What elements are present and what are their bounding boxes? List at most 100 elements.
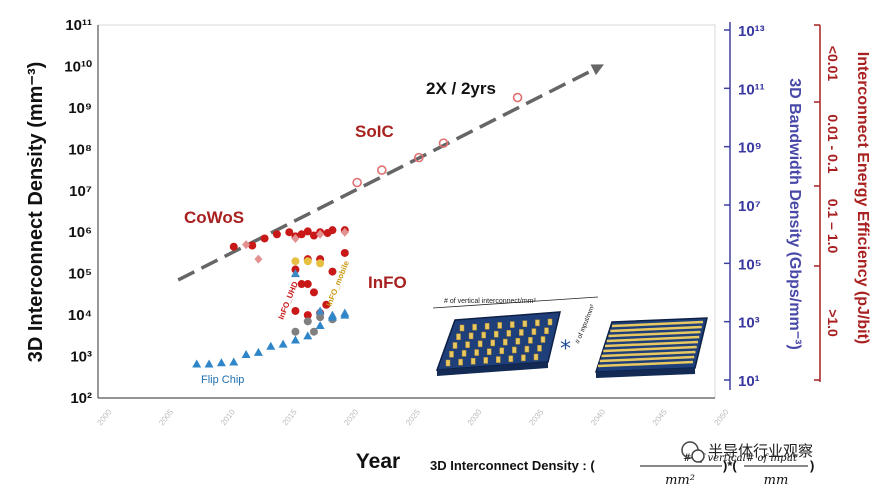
y-axis-title: 3D Interconnect Density (mm⁻³) (25, 62, 47, 363)
x-tick-label: 2015 (281, 407, 299, 427)
data-point (229, 242, 238, 251)
interconnect-dot (465, 341, 470, 348)
x-tick-label: 2040 (589, 407, 607, 427)
y3-tick-label: 0.01 - 0.1 (825, 114, 841, 173)
y2-tick-label: 10⁵ (738, 256, 762, 273)
interconnect-dot (510, 321, 515, 328)
data-point (309, 288, 318, 297)
interconnect-dot (461, 350, 467, 357)
y2-tick-label: 10¹ (738, 373, 760, 390)
y2-tick-label: 10¹¹ (738, 81, 765, 98)
input-stripe (606, 335, 700, 343)
data-point (377, 165, 387, 175)
interconnect-dot (524, 345, 530, 353)
data-point (303, 317, 312, 326)
input-stripe (611, 320, 704, 328)
x-tick-label: 2035 (527, 407, 545, 427)
data-point (266, 341, 276, 350)
data-point (512, 92, 523, 103)
y-tick-label: 10⁶ (68, 224, 92, 241)
vertical-interconnect-label: # of vertical interconnect/mm² (444, 298, 536, 305)
data-point (303, 280, 312, 289)
data-point (322, 300, 331, 309)
interconnect-dot (493, 330, 499, 338)
y2-axis-title: 3D Bandwidth Density (Gbps/mm⁻³) (786, 78, 803, 350)
interconnect-dot (468, 332, 474, 340)
data-point (316, 259, 325, 268)
x-tick-label: 2045 (651, 407, 669, 427)
interconnect-dot (470, 358, 476, 365)
interconnect-dot (496, 356, 501, 363)
input-stripe (603, 345, 697, 353)
data-point (260, 234, 269, 243)
formula-prefix: 3D Interconnect Density : ( (430, 458, 595, 473)
interconnect-dot (477, 340, 483, 348)
interconnect-dot (547, 318, 553, 326)
data-point (340, 310, 350, 319)
interconnect-dot (459, 324, 465, 332)
data-point (340, 227, 349, 237)
data-point (316, 229, 325, 239)
data-point (192, 359, 202, 368)
data-point (291, 327, 300, 336)
interconnect-dot (522, 320, 528, 327)
series-cowos-other (242, 227, 349, 264)
input-stripe (601, 350, 696, 358)
data-point (309, 327, 318, 336)
data-point (315, 320, 325, 329)
density-formula: 3D Interconnect Density : ( # of vertica… (430, 453, 814, 488)
vertical-interconnect-illustration: # of vertical interconnect/mm² (432, 296, 599, 376)
data-point (290, 269, 300, 278)
interconnect-dot (497, 322, 502, 329)
input-stripe (597, 360, 694, 368)
interconnect-dot (472, 323, 477, 331)
x-tick-label: 2010 (219, 407, 237, 427)
y-tick-label: 10⁵ (68, 266, 92, 283)
interconnect-dot (481, 331, 486, 339)
series-info (291, 248, 349, 320)
data-point (315, 306, 325, 315)
interconnect-dot (506, 330, 512, 337)
data-point (303, 311, 312, 320)
y-tick-label: 10² (70, 390, 92, 407)
star-icon: * (560, 337, 571, 362)
watermark-text: 半导体行业观察 (708, 442, 813, 460)
data-point (438, 138, 449, 148)
interconnect-dot (456, 333, 461, 340)
formula-num1: # of vertical (683, 453, 746, 464)
data-point (290, 335, 300, 344)
trend-arrow-head (590, 64, 604, 76)
y2-tick-label: 10¹³ (738, 23, 765, 40)
data-point (229, 357, 239, 366)
data-point (303, 331, 313, 340)
series-soic (352, 92, 523, 188)
data-point (291, 306, 300, 315)
y-tick-label: 10⁹ (68, 100, 92, 117)
y-tick-label: 10⁷ (69, 183, 92, 200)
flip-chip-label: Flip Chip (201, 374, 244, 386)
interconnect-dot (508, 355, 514, 362)
formula-den1: mm² (665, 473, 695, 488)
trend-label: 2X / 2yrs (426, 79, 496, 98)
info-label: InFO (368, 273, 407, 292)
data-point (414, 152, 424, 163)
interconnect-dot (528, 337, 533, 344)
interconnect-dot (490, 339, 495, 347)
data-point (242, 240, 251, 250)
x-axis-title: Year (356, 450, 400, 473)
y3-tick-label: >1.0 (825, 309, 841, 337)
data-point (316, 313, 325, 322)
interconnect-dot (484, 323, 490, 330)
input-stripe (604, 340, 699, 348)
input-stripe (608, 330, 701, 338)
x-tick-label: 2005 (157, 407, 175, 427)
interconnect-dot (449, 351, 454, 358)
interconnect-dot (540, 336, 546, 343)
x-tick-label: 2000 (95, 407, 113, 427)
formula-den2: mm (764, 473, 789, 488)
y-tick-label: 10¹¹ (65, 17, 92, 34)
y-tick-label: 10³ (70, 349, 92, 366)
y2-tick-label: 10⁹ (738, 140, 762, 157)
data-point (303, 257, 312, 266)
